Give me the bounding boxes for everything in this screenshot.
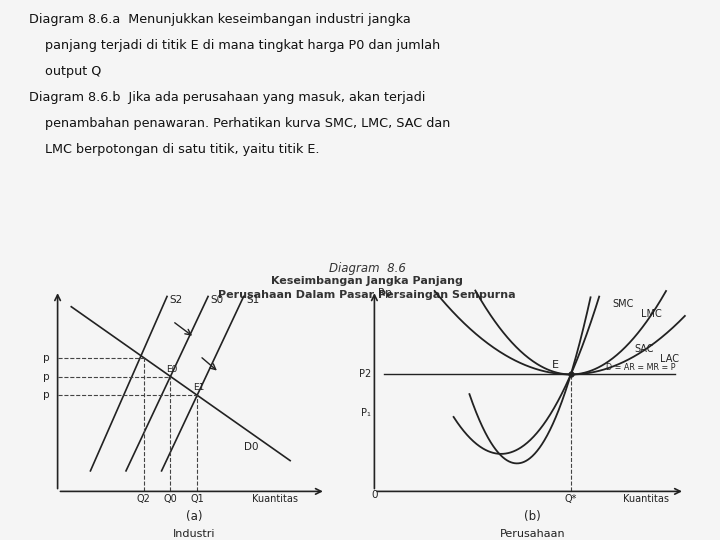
Text: D0: D0 bbox=[243, 442, 258, 453]
Text: Perusahaan: Perusahaan bbox=[500, 529, 566, 538]
Text: S1: S1 bbox=[246, 295, 260, 305]
Text: S0: S0 bbox=[211, 295, 224, 305]
Text: Industri: Industri bbox=[173, 529, 216, 538]
Text: p: p bbox=[42, 372, 50, 382]
Text: Perusahaan Dalam Pasar Persaingan Sempurna: Perusahaan Dalam Pasar Persaingan Sempur… bbox=[218, 291, 516, 300]
Text: p: p bbox=[42, 353, 50, 362]
Text: Diagram  8.6: Diagram 8.6 bbox=[329, 262, 405, 275]
Text: output Q: output Q bbox=[29, 65, 102, 78]
Text: D = AR = MR = P: D = AR = MR = P bbox=[606, 363, 675, 373]
Text: Diagram 8.6.a  Menunjukkan keseimbangan industri jangka: Diagram 8.6.a Menunjukkan keseimbangan i… bbox=[29, 14, 410, 26]
Text: LMC berpotongan di satu titik, yaitu titik E.: LMC berpotongan di satu titik, yaitu tit… bbox=[29, 143, 319, 156]
Text: Q2: Q2 bbox=[137, 494, 150, 504]
Text: LMC: LMC bbox=[641, 309, 661, 319]
Text: LAC: LAC bbox=[660, 354, 678, 364]
Text: penambahan penawaran. Perhatikan kurva SMC, LMC, SAC dan: penambahan penawaran. Perhatikan kurva S… bbox=[29, 117, 450, 130]
Text: E0: E0 bbox=[166, 364, 178, 374]
Text: 0: 0 bbox=[371, 490, 378, 500]
Text: Kuantitas: Kuantitas bbox=[623, 494, 669, 504]
Text: Kuantitas: Kuantitas bbox=[253, 494, 298, 504]
Text: Q1: Q1 bbox=[190, 494, 204, 504]
Text: Diagram 8.6.b  Jika ada perusahaan yang masuk, akan terjadi: Diagram 8.6.b Jika ada perusahaan yang m… bbox=[29, 91, 426, 104]
Text: Q0: Q0 bbox=[163, 494, 177, 504]
Text: panjang terjadi di titik E di mana tingkat harga P0 dan jumlah: panjang terjadi di titik E di mana tingk… bbox=[29, 39, 440, 52]
Text: E1: E1 bbox=[193, 383, 204, 392]
Text: Keseimbangan Jangka Panjang: Keseimbangan Jangka Panjang bbox=[271, 276, 463, 286]
Text: P2: P2 bbox=[359, 369, 372, 380]
Text: (b): (b) bbox=[524, 510, 541, 523]
Text: Q*: Q* bbox=[564, 494, 577, 504]
Text: p: p bbox=[42, 390, 50, 400]
Text: SMC: SMC bbox=[612, 299, 634, 309]
Text: Rp: Rp bbox=[377, 288, 391, 299]
Text: E: E bbox=[552, 360, 559, 370]
Text: (a): (a) bbox=[186, 510, 202, 523]
Text: SAC: SAC bbox=[634, 344, 654, 354]
Text: P₁: P₁ bbox=[361, 408, 372, 418]
Text: S2: S2 bbox=[170, 295, 183, 305]
